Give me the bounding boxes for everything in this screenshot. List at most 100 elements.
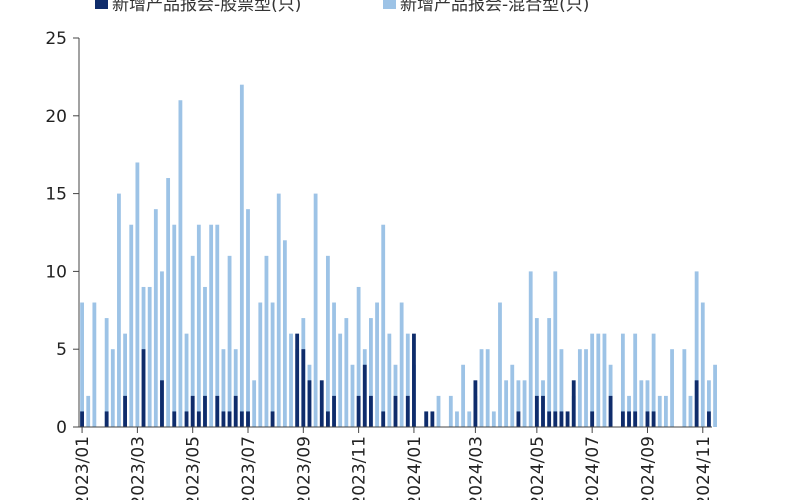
bar-hybrid [664,395,668,427]
x-tick-label: 2024/05 [528,436,548,500]
bar-hybrid [264,255,269,427]
bar-hybrid [694,271,699,427]
bar-hybrid [221,349,226,427]
bar-hybrid [584,349,588,427]
x-tick-label: 2023/03 [128,436,148,500]
bar-stock [571,380,576,427]
bar-stock [270,411,275,427]
bar-hybrid [135,162,140,428]
bar-stock [608,395,613,427]
bar-hybrid [682,349,687,427]
bar-hybrid [620,333,625,427]
bar-hybrid [485,349,490,427]
x-tick-label: 2023/11 [350,436,370,500]
bar-hybrid [227,255,232,427]
bar-hybrid [651,333,656,427]
bar-hybrid [356,286,361,427]
bar-stock [424,411,429,427]
bar-hybrid [559,349,564,427]
bar-hybrid [110,349,115,427]
y-tick-label: 10 [45,262,67,282]
bar-hybrid [252,380,257,427]
bar-hybrid [522,380,527,427]
bar-hybrid [516,380,521,427]
bar-hybrid [688,395,693,427]
bar-hybrid [590,333,595,427]
bar-hybrid [602,333,607,427]
x-tick-label: 2024/09 [639,436,659,500]
y-tick-label: 25 [45,29,67,49]
bar-hybrid [577,349,582,427]
bar-hybrid [166,178,171,427]
bar-hybrid [707,380,711,427]
y-tick-label: 0 [56,418,67,438]
x-tick-label: 2023/05 [184,436,204,500]
bar-hybrid [387,333,392,427]
bar-hybrid [313,193,318,427]
bar-stock [707,411,711,427]
bar-stock [412,333,416,427]
bar-hybrid [117,193,121,427]
bar-hybrid [92,302,97,427]
bar-stock [196,411,201,427]
bar-hybrid [633,333,638,427]
bar-hybrid [510,364,515,427]
bar-stock [534,395,539,427]
bars [80,84,717,428]
bar-hybrid [350,364,355,427]
bar-stock [319,380,324,427]
bar-stock [184,411,189,427]
bar-stock [332,395,336,427]
legend-swatch-stock [95,0,108,9]
bar-hybrid [258,302,263,427]
bar-stock [227,411,232,427]
bar-hybrid [276,193,281,427]
bar-stock [215,395,220,427]
bar-stock [553,411,558,427]
bar-stock [307,380,312,427]
bar-stock [590,411,595,427]
bar-hybrid [160,271,164,427]
bar-hybrid [461,364,466,427]
bar-hybrid [325,255,330,427]
bar-hybrid [657,395,662,427]
bar-hybrid [239,84,244,428]
bar-hybrid [670,349,674,427]
bar-hybrid [448,395,453,427]
bar-hybrid [270,302,275,427]
bar-stock [430,411,435,427]
bar-hybrid [153,209,158,427]
bar-hybrid [196,224,201,427]
bar-hybrid [528,271,533,427]
legend-label-hybrid: 新增产品报会-混合型(只) [400,0,589,15]
bar-stock [620,411,625,427]
bar-stock [239,411,244,427]
bar-hybrid [215,224,220,427]
x-tick-label: 2024/01 [405,436,425,500]
bar-hybrid [405,333,410,427]
bar-stock [295,333,300,427]
bar-hybrid [332,302,336,427]
bar-stock [473,380,478,427]
bar-hybrid [338,333,343,427]
bar-hybrid [547,318,552,427]
bar-hybrid [498,302,502,427]
bar-stock [694,380,699,427]
bar-hybrid [233,349,238,427]
bar-hybrid [344,318,349,427]
bar-hybrid [80,302,84,427]
bar-hybrid [203,286,207,427]
bar-hybrid [436,395,441,427]
bar-hybrid [172,224,177,427]
bar-hybrid [504,380,509,427]
x-tick-label: 2023/01 [73,436,93,500]
bar-stock [356,395,361,427]
y-axis: 0 5 10 15 20 25 [45,29,80,438]
bar-hybrid [639,380,644,427]
bar-hybrid [479,349,484,427]
bar-hybrid [129,224,134,427]
bar-hybrid [375,302,379,427]
bar-hybrid [147,286,152,427]
bar-stock [141,349,146,427]
